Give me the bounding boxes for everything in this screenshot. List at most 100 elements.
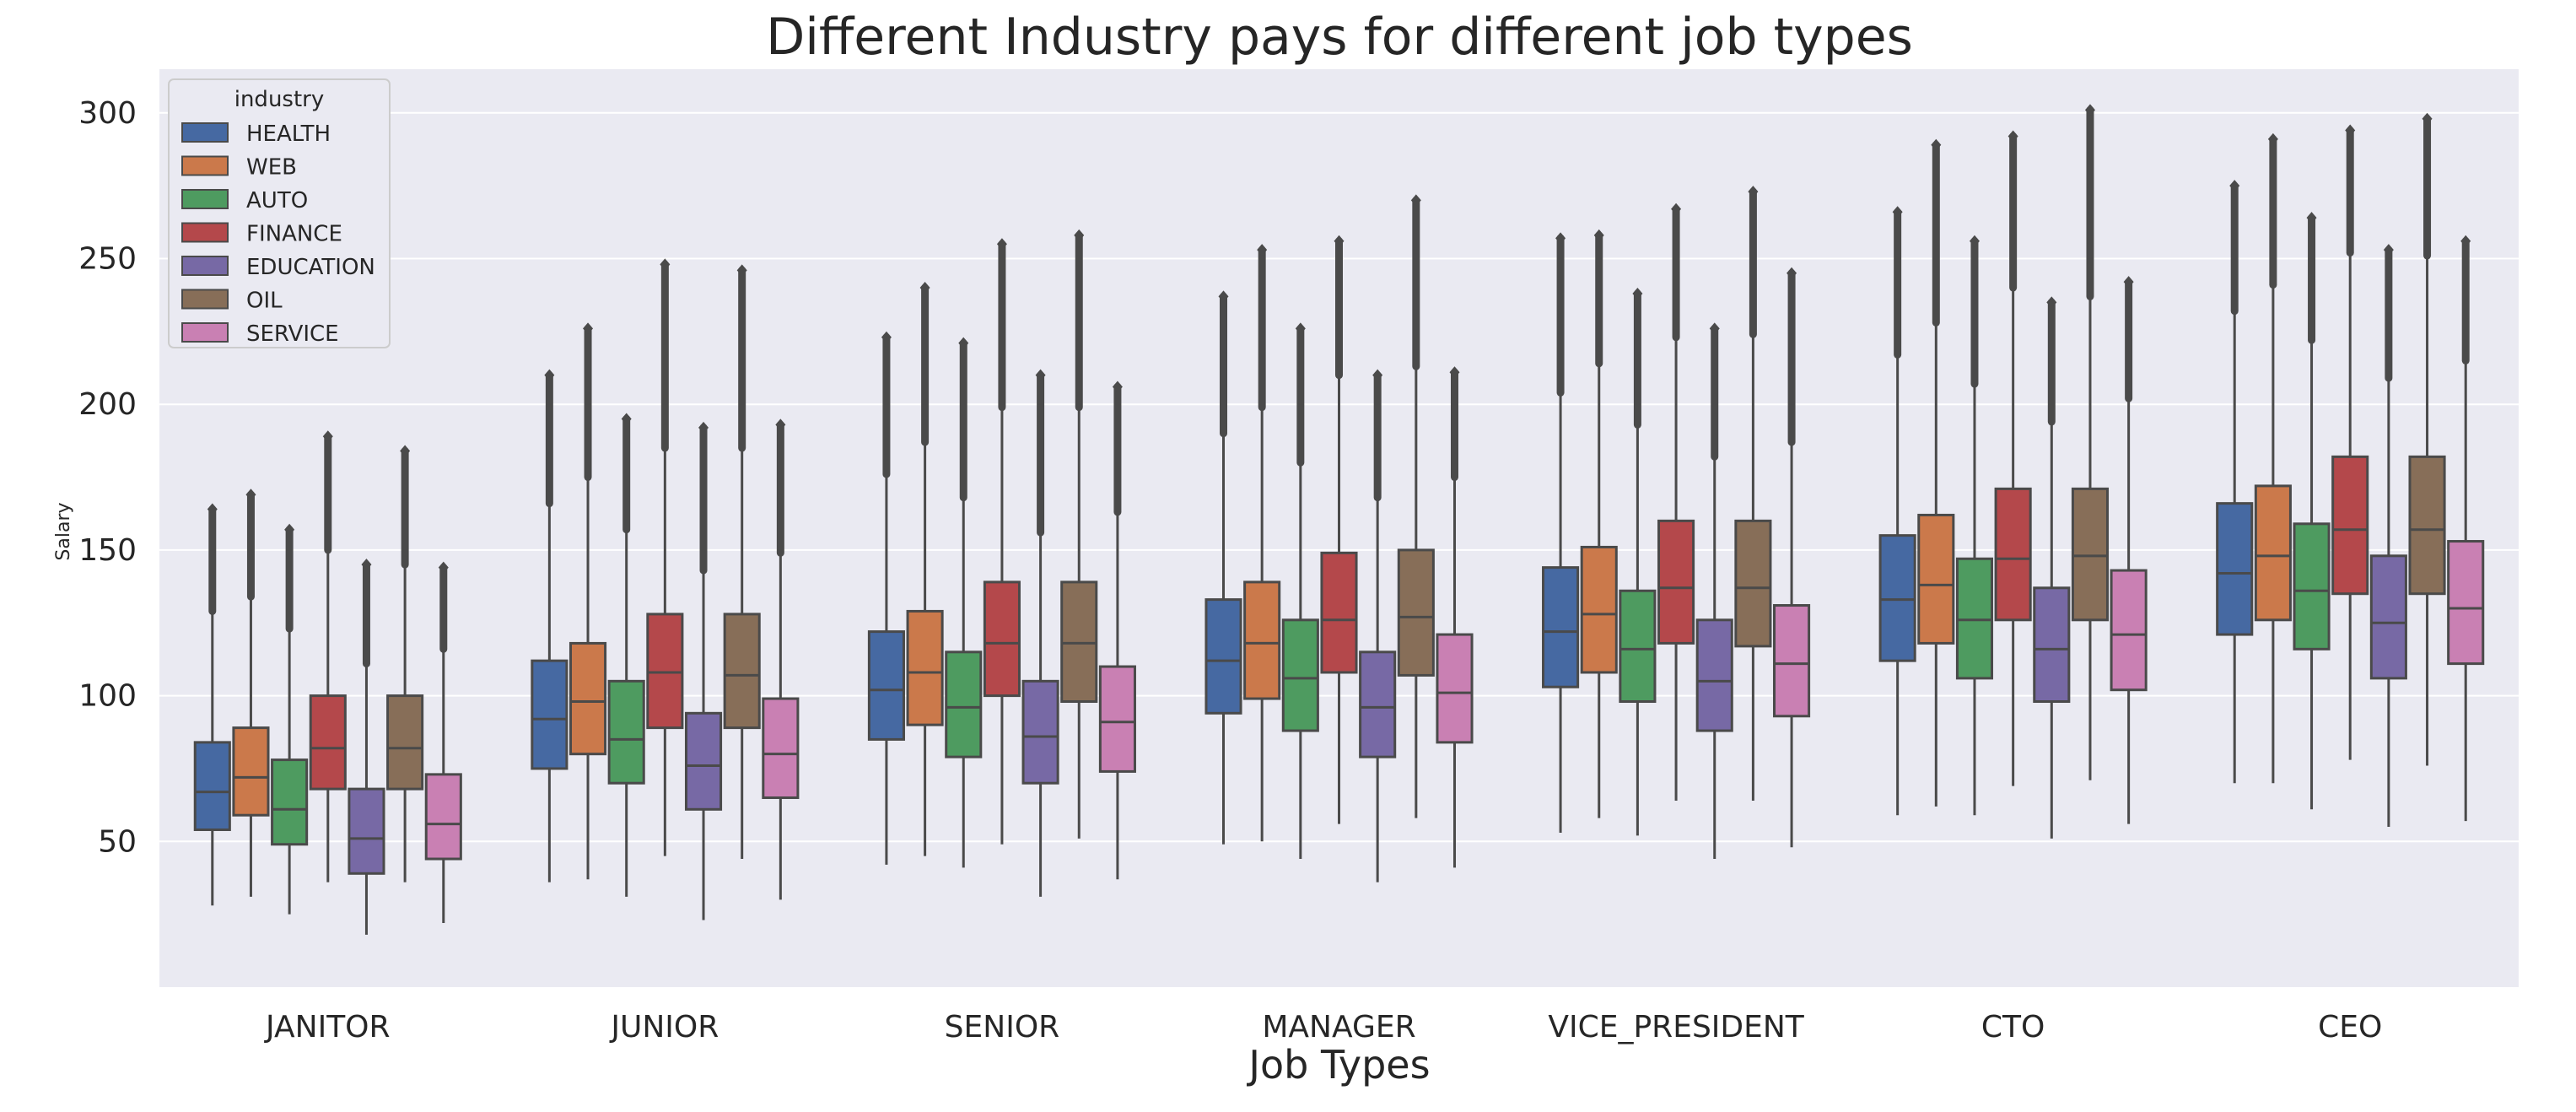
box-body [2254, 484, 2292, 622]
outlier-max-marker [2046, 296, 2057, 309]
box-body [2331, 455, 2369, 596]
box-body [1734, 519, 1772, 648]
legend-label-oil: OIL [246, 289, 283, 314]
box-finance-junior [646, 258, 684, 856]
box-health-junior [531, 369, 569, 883]
box-web-manager [1243, 244, 1281, 842]
box-body [1204, 598, 1242, 715]
box-body [2369, 554, 2407, 680]
box-service-junior [762, 418, 800, 900]
box-oil-junior [723, 264, 761, 860]
box-finance-manager [1320, 235, 1358, 824]
box-body [2408, 455, 2446, 596]
outlier-max-marker [1449, 366, 1460, 379]
box-body [193, 741, 231, 831]
legend-swatch-health [181, 122, 229, 143]
box-auto-ceo [2293, 212, 2331, 810]
x-tick-label: JANITOR [264, 1010, 391, 1045]
legend-label-service: SERVICE [246, 321, 339, 347]
box-web-junior [569, 322, 607, 880]
outlier-max-marker [881, 331, 892, 343]
box-body [2033, 586, 2071, 704]
box-oil-janitor [386, 445, 424, 883]
box-body [271, 758, 309, 846]
box-auto-senior [945, 337, 983, 868]
box-body [723, 613, 761, 730]
outlier-max-marker [1786, 267, 1797, 279]
box-body [1320, 551, 1358, 674]
box-auto-vice_president [1619, 287, 1657, 836]
legend-label-health: HEALTH [246, 121, 331, 147]
legend: industry HEALTH WEB AUTO FINANCE EDUCATION OI… [168, 78, 391, 348]
box-body [1657, 519, 1695, 645]
box-body [2216, 502, 2254, 636]
box-body [424, 773, 462, 861]
outlier-max-marker [2383, 244, 2394, 256]
box-health-vice_president [1542, 232, 1580, 833]
box-body [1619, 589, 1657, 704]
box-body [983, 580, 1021, 698]
legend-frame [168, 78, 391, 348]
y-tick-label: 150 [78, 533, 137, 568]
chart-title: Different Industry pays for different jo… [766, 8, 1913, 67]
box-finance-janitor [309, 430, 347, 883]
box-body [2071, 487, 2110, 622]
outlier-max-marker [1257, 244, 1268, 256]
box-oil-ceo [2408, 112, 2446, 766]
box-service-senior [1098, 381, 1136, 880]
x-tick-label: JUNIOR [609, 1010, 719, 1045]
box-body [1580, 545, 1618, 674]
box-web-senior [906, 282, 944, 856]
outlier-max-marker [400, 445, 411, 457]
outlier-max-marker [2084, 104, 2095, 116]
box-body [1878, 534, 1916, 662]
outlier-max-marker [698, 421, 709, 434]
legend-swatch-auto [181, 189, 229, 209]
box-body [1359, 650, 1397, 758]
outlier-max-marker [1593, 229, 1604, 241]
y-tick-label: 300 [78, 96, 137, 131]
x-tick-labels: JANITOR JUNIOR SENIOR MANAGER VICE_PRESIDENT… [264, 1010, 2382, 1045]
legend-swatch-finance [181, 222, 229, 243]
outlier-max-marker [361, 559, 372, 571]
box-health-ceo [2216, 180, 2254, 784]
box-web-vice_president [1580, 229, 1618, 818]
box-body [1955, 557, 1994, 680]
outlier-max-marker [736, 264, 747, 277]
outlier-max-marker [322, 430, 333, 443]
outlier-max-marker [2229, 180, 2240, 192]
box-body [1281, 618, 1319, 732]
outlier-max-marker [1074, 229, 1085, 241]
box-auto-cto [1955, 235, 1994, 816]
box-body [1060, 580, 1098, 704]
outlier-max-marker [958, 337, 969, 349]
outlier-max-marker [996, 238, 1007, 251]
outlier-max-marker [1372, 369, 1383, 381]
x-tick-label: MANAGER [1262, 1010, 1415, 1045]
x-tick-label: CEO [2318, 1010, 2382, 1045]
legend-label-auto: AUTO [246, 188, 308, 213]
outlier-max-marker [919, 282, 930, 294]
box-body [309, 694, 347, 791]
box-education-senior [1021, 369, 1059, 897]
box-health-janitor [193, 503, 231, 906]
box-oil-cto [2071, 104, 2110, 780]
box-body [1098, 665, 1136, 773]
outlier-max-marker [544, 369, 555, 381]
outlier-max-marker [2267, 132, 2278, 145]
y-tick-label: 250 [78, 242, 137, 277]
box-finance-cto [1994, 130, 2032, 786]
box-education-janitor [348, 559, 385, 935]
box-education-cto [2033, 296, 2071, 839]
box-service-ceo [2447, 235, 2485, 822]
box-oil-manager [1397, 194, 1435, 818]
outlier-max-marker [207, 503, 218, 516]
box-body [1695, 618, 1733, 732]
outlier-max-marker [1632, 287, 1643, 300]
outlier-max-marker [438, 561, 449, 574]
outlier-max-marker [1892, 206, 1903, 219]
legend-swatch-service [181, 322, 229, 343]
outlier-max-marker [2306, 212, 2317, 224]
